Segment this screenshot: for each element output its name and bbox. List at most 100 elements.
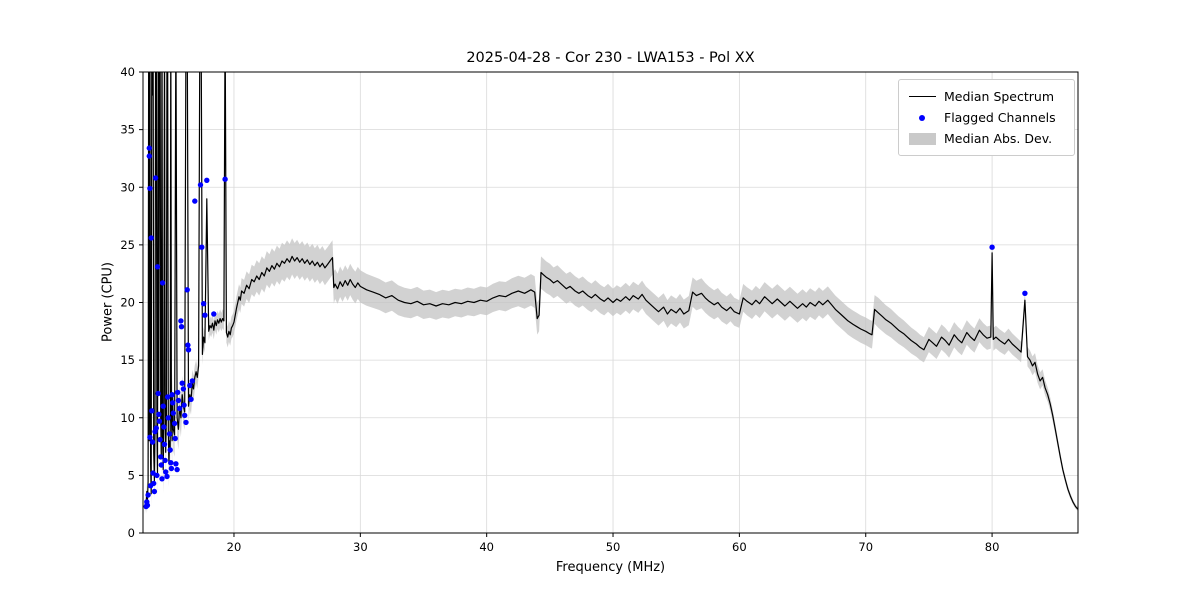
x-tick-label: 40 — [479, 540, 494, 554]
flagged-point — [163, 469, 169, 475]
flagged-point — [161, 441, 168, 447]
y-tick-label: 10 — [120, 411, 135, 425]
median-line-swatch-icon — [907, 96, 937, 97]
y-tick-label: 5 — [128, 468, 135, 482]
legend-entry-median-spectrum: Median Spectrum — [907, 86, 1064, 107]
x-tick-label: 80 — [985, 540, 1000, 554]
x-tick-label: 60 — [732, 540, 747, 554]
flagged-point — [148, 235, 154, 241]
flagged-point — [178, 318, 184, 324]
flagged-point — [149, 408, 155, 414]
flagged-point — [167, 447, 173, 453]
flagged-point — [147, 185, 153, 192]
legend: Median Spectrum Flagged Channels Median … — [898, 79, 1075, 156]
median-line — [144, 72, 1078, 511]
flagged-point — [145, 492, 151, 498]
flagged-point — [178, 324, 185, 330]
flagged-point — [174, 466, 180, 473]
flagged-point — [168, 465, 175, 472]
flagged-point — [183, 419, 189, 426]
flagged-point — [188, 396, 194, 402]
y-tick-label: 15 — [120, 353, 135, 367]
flagged-point — [176, 405, 183, 412]
flagged-point — [166, 431, 173, 437]
flagged-point — [164, 394, 171, 400]
flagged-point — [180, 386, 187, 392]
flagged-point — [197, 182, 204, 188]
flagged-point — [179, 380, 185, 386]
flagged-point — [164, 473, 170, 480]
flagged-point — [199, 244, 205, 250]
flagged-point — [165, 415, 171, 421]
flagged-point — [151, 480, 157, 487]
flagged-marker-swatch-icon — [907, 114, 937, 121]
flagged-point — [158, 462, 164, 468]
legend-entry-median-abs-dev: Median Abs. Dev. — [907, 128, 1064, 149]
legend-label: Median Abs. Dev. — [944, 131, 1053, 146]
flagged-point — [989, 244, 995, 250]
flagged-point — [154, 472, 160, 479]
y-tick-label: 20 — [120, 296, 135, 310]
flagged-point — [175, 389, 181, 396]
y-tick-label: 40 — [120, 65, 135, 79]
flagged-point — [156, 411, 162, 417]
flagged-point — [1022, 290, 1028, 296]
flagged-point — [158, 454, 164, 460]
flagged-point — [185, 347, 192, 353]
x-axis-label: Frequency (MHz) — [555, 560, 666, 575]
flagged-point — [169, 392, 175, 398]
flagged-point — [187, 382, 193, 389]
flagged-point — [146, 145, 152, 151]
flagged-point — [189, 378, 195, 384]
flagged-point — [146, 153, 152, 159]
flagged-point — [202, 312, 208, 318]
flagged-point — [144, 502, 151, 508]
legend-label: Median Spectrum — [944, 89, 1055, 104]
flagged-point — [192, 198, 198, 204]
flagged-point — [152, 175, 159, 181]
flagged-point — [157, 436, 163, 443]
flagged-point — [211, 311, 217, 317]
flagged-point — [182, 412, 188, 419]
flagged-point — [172, 435, 178, 442]
flagged-point — [170, 410, 176, 416]
flagged-point — [204, 177, 210, 183]
flagged-point — [149, 439, 156, 445]
flagged-point — [161, 424, 167, 430]
flagged-point — [222, 176, 228, 182]
mad-patch-swatch-icon — [907, 132, 937, 145]
y-tick-label: 0 — [128, 526, 135, 540]
flagged-point — [200, 301, 207, 307]
mad-band — [144, 72, 1078, 515]
legend-label: Flagged Channels — [944, 110, 1056, 125]
flagged-point — [160, 403, 166, 409]
flagged-point — [184, 287, 190, 293]
flagged-point — [162, 457, 168, 464]
flagged-point — [171, 420, 178, 427]
flagged-point — [181, 402, 187, 408]
flagged-point — [168, 460, 174, 466]
y-axis-label: Power (CPU) — [100, 261, 116, 343]
flagged-point — [156, 418, 163, 424]
x-tick-label: 50 — [606, 540, 621, 554]
flagged-point — [185, 342, 191, 348]
flagged-point — [155, 390, 161, 397]
flagged-point — [154, 264, 161, 270]
y-tick-label: 25 — [120, 238, 135, 252]
legend-entry-flagged-channels: Flagged Channels — [907, 107, 1064, 128]
flagged-point — [170, 400, 176, 406]
flagged-point — [175, 397, 182, 404]
x-tick-label: 20 — [227, 540, 242, 554]
y-tick-label: 35 — [120, 123, 135, 137]
flagged-point — [151, 488, 158, 495]
chart-title: 2025-04-28 - Cor 230 - LWA153 - Pol XX — [466, 50, 755, 66]
y-tick-label: 30 — [120, 180, 135, 194]
flagged-point — [147, 434, 153, 440]
flagged-point — [153, 425, 159, 431]
flagged-point — [173, 461, 179, 467]
x-tick-label: 30 — [353, 540, 368, 554]
flagged-point — [159, 280, 166, 286]
x-tick-label: 70 — [858, 540, 873, 554]
